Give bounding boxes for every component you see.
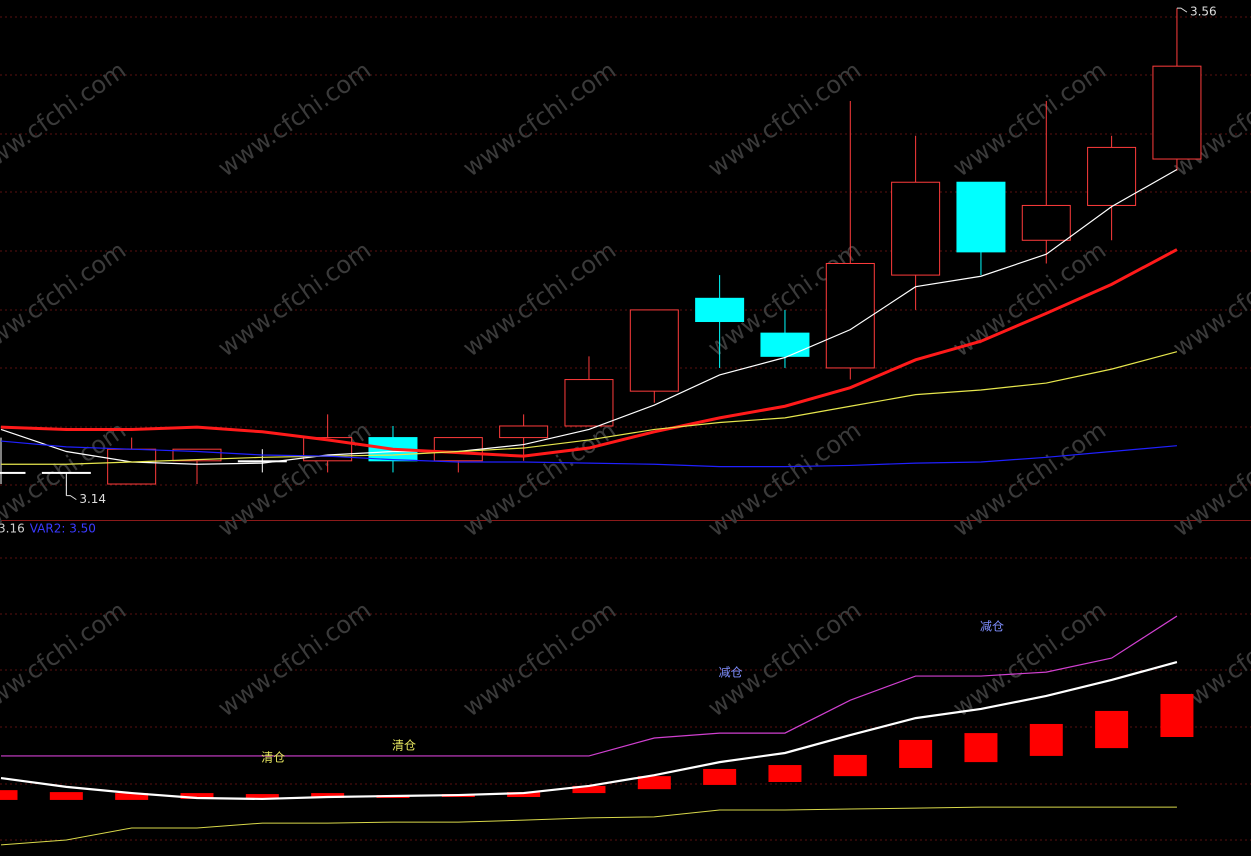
indicator-bar <box>572 785 606 794</box>
indicator-line <box>0 440 1177 468</box>
candle-body <box>499 425 549 439</box>
indicator-bar <box>637 776 671 790</box>
indicator-bar <box>899 739 933 768</box>
indicator-line <box>1 615 1178 757</box>
candle-body <box>172 448 222 462</box>
candle-body <box>564 379 614 427</box>
candle-body <box>825 262 875 369</box>
price-annotation: 3.56 <box>1190 5 1217 19</box>
indicator-bar <box>1029 723 1063 756</box>
indicator-header: VAR2: 3.50 <box>30 522 96 536</box>
candle-body <box>629 309 679 392</box>
indicator-header: 3.16 <box>0 522 25 536</box>
indicator-line <box>0 806 1177 846</box>
indicator-line <box>1 351 1178 465</box>
candle-body <box>1021 204 1071 241</box>
indicator-bar <box>964 733 998 763</box>
candle-body <box>1152 65 1202 160</box>
signal-label: 清仓 <box>392 739 416 753</box>
candle-body <box>303 437 353 462</box>
signal-label: 减仓 <box>980 620 1004 634</box>
signal-label: 减仓 <box>719 666 743 680</box>
price-marker <box>1176 7 1188 13</box>
candle-body <box>1087 146 1137 206</box>
price-marker <box>66 495 77 501</box>
indicator-line <box>0 248 1178 458</box>
indicator-bar <box>49 792 83 800</box>
candle-body <box>695 297 745 323</box>
indicator-line <box>0 168 1178 465</box>
indicator-bar <box>245 794 279 799</box>
signal-label: 清仓 <box>261 750 285 764</box>
candle-body <box>891 181 941 276</box>
indicator-bar <box>1095 710 1129 749</box>
candle-body <box>237 460 287 463</box>
candle-body <box>0 471 26 474</box>
indicator-bar <box>768 765 802 782</box>
price-annotation: 3.14 <box>79 492 106 506</box>
indicator-bar <box>0 790 18 800</box>
indicator-bar <box>833 754 867 777</box>
candle-body <box>107 448 157 485</box>
candle-body <box>956 181 1006 253</box>
indicator-bar <box>507 792 541 797</box>
indicator-line <box>0 660 1178 801</box>
indicator-bar <box>180 793 214 799</box>
indicator-bar <box>311 793 345 798</box>
indicator-bar <box>1160 693 1194 738</box>
indicator-bar <box>115 793 149 800</box>
indicator-bar <box>703 768 737 785</box>
candle-body <box>760 332 810 357</box>
candle-body <box>41 471 91 474</box>
